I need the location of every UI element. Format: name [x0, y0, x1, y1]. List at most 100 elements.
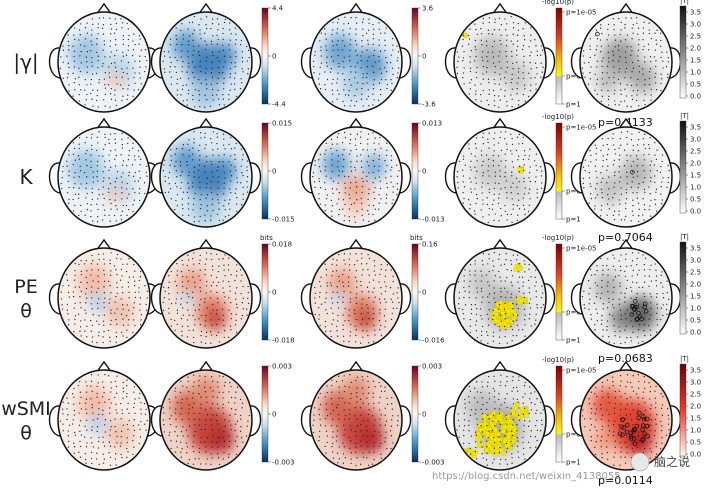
head-outline [453, 369, 547, 471]
sensor-dots [59, 373, 148, 467]
rows-layer: |γ|4.40-4.43.60-3.6-log10(p)p=1e-05p=0.0… [1, 0, 701, 487]
left-ear [444, 405, 457, 437]
head-map [300, 117, 412, 228]
colorbar-title: -log10(p) [542, 0, 574, 6]
sensor-dots [162, 15, 250, 108]
right-ear [543, 47, 556, 79]
topomap-fill [454, 12, 546, 112]
colorbar-tick-label: 0 [422, 411, 426, 419]
left-ear [48, 283, 61, 315]
head-outline [579, 247, 673, 349]
head-map [444, 117, 556, 228]
colorbar-tick-label: -3.6 [422, 101, 436, 109]
sensor-dots [457, 251, 545, 345]
colorbar-tick-label: 1.5 [690, 415, 701, 423]
colorbar-tick-label: 3.5 [690, 367, 701, 375]
head-outline [579, 369, 673, 471]
colorbar-tick-label: 0.0 [690, 93, 701, 101]
colorbar-tick-label: p=1 [566, 459, 581, 467]
sensor-dots [162, 374, 250, 466]
topomap-fill [58, 370, 150, 470]
colorbar-tstat: |T|3.5 3.0 2.5 2.0 1.5 1.0 0.5 0.0 [679, 355, 701, 459]
colorbar-tick-label: -0.003 [422, 459, 445, 467]
right-ear [543, 283, 556, 315]
marked-sensors [617, 410, 650, 446]
row-label: θ [20, 422, 32, 444]
colorbar-tick-label: -0.018 [272, 337, 295, 345]
head-map [48, 238, 160, 349]
colorbar-tick-label: 3.5 [690, 124, 701, 132]
colorbar-tick-label: 0 [422, 168, 426, 176]
head-map [48, 117, 160, 228]
head-map [150, 117, 262, 228]
marked-sensors [595, 31, 600, 37]
row-label: θ [20, 300, 32, 322]
colorbar-tick-label: 0 [422, 53, 426, 61]
colorbar-title: -log10(p) [542, 113, 574, 121]
head-map [570, 2, 682, 113]
colorbar-tick-label: 3.5 [690, 9, 701, 17]
colorbar-diverging: 0.16 0 -0.016 bits [410, 234, 445, 345]
topomap-fill [454, 127, 546, 227]
colorbar-diverging: 3.6 0 -3.6 [411, 5, 436, 109]
colorbar-tick-label: 0.0 [690, 451, 701, 459]
left-ear [48, 405, 61, 437]
colorbar-unit-label: bits [260, 234, 273, 242]
sensor-dots [456, 131, 543, 224]
colorbar-tick-label: 2.5 [690, 391, 701, 399]
right-ear [249, 283, 262, 315]
right-ear [399, 162, 412, 194]
colorbar-tick-label: 0.0 [690, 329, 701, 337]
colorbar-tick-label: 3.6 [422, 5, 434, 13]
head-outline [453, 11, 547, 113]
left-ear [48, 47, 61, 79]
head-outline [453, 247, 547, 349]
head-map [48, 2, 160, 113]
watermark-text: https://blog.csdn.net/weixin_4138055 [432, 471, 621, 482]
left-ear [570, 283, 583, 315]
colorbar-tick-label: 3.5 [690, 245, 701, 253]
colorbar-title: -log10(p) [542, 234, 574, 242]
head-map [150, 360, 262, 471]
colorbar-tick-label: -0.013 [422, 216, 445, 224]
topomap-fill [454, 248, 546, 348]
colorbar-tick-label: 0.013 [422, 120, 442, 128]
topomap-fill [58, 248, 150, 348]
colorbar-tick-label: p=1e-05 [566, 367, 597, 375]
sensor-dots [60, 252, 149, 344]
row-label: PE [14, 276, 37, 298]
head-outline [57, 247, 151, 349]
colorbar-tick-label: 2.0 [690, 45, 701, 53]
head-map [444, 238, 556, 349]
left-ear [150, 405, 163, 437]
colorbar-tick-label: 0 [272, 53, 276, 61]
head-outline [159, 126, 253, 228]
sensor-dots [581, 374, 670, 466]
colorbar-tick-label: 1.5 [690, 172, 701, 180]
right-ear [249, 162, 262, 194]
colorbar-tick-label: 1.0 [690, 69, 701, 77]
colorbar-tick-label: 0 [272, 411, 276, 419]
left-ear [570, 405, 583, 437]
colorbar-tick-label: 0.003 [272, 363, 292, 371]
topomap-fill [580, 12, 672, 112]
head-map [300, 360, 412, 471]
head-map [48, 360, 160, 471]
left-ear [150, 283, 163, 315]
right-ear [249, 405, 262, 437]
left-ear [444, 47, 457, 79]
topomap-fill [58, 127, 150, 227]
head-map [444, 2, 556, 113]
colorbar-tick-label: 1.0 [690, 184, 701, 192]
colorbar-tick-label: p=1e-05 [566, 124, 597, 132]
left-ear [570, 162, 583, 194]
colorbar-tick-label: 0.003 [422, 363, 442, 371]
p-value-label: p=0.0683 [598, 352, 653, 365]
sensor-dots [456, 16, 544, 108]
significance-clusters [490, 262, 528, 329]
colorbar-tick-label: 2.5 [690, 269, 701, 277]
colorbar-tick-label: 1.5 [690, 57, 701, 65]
left-ear [48, 162, 61, 194]
left-ear [300, 47, 313, 79]
head-map [570, 117, 682, 228]
